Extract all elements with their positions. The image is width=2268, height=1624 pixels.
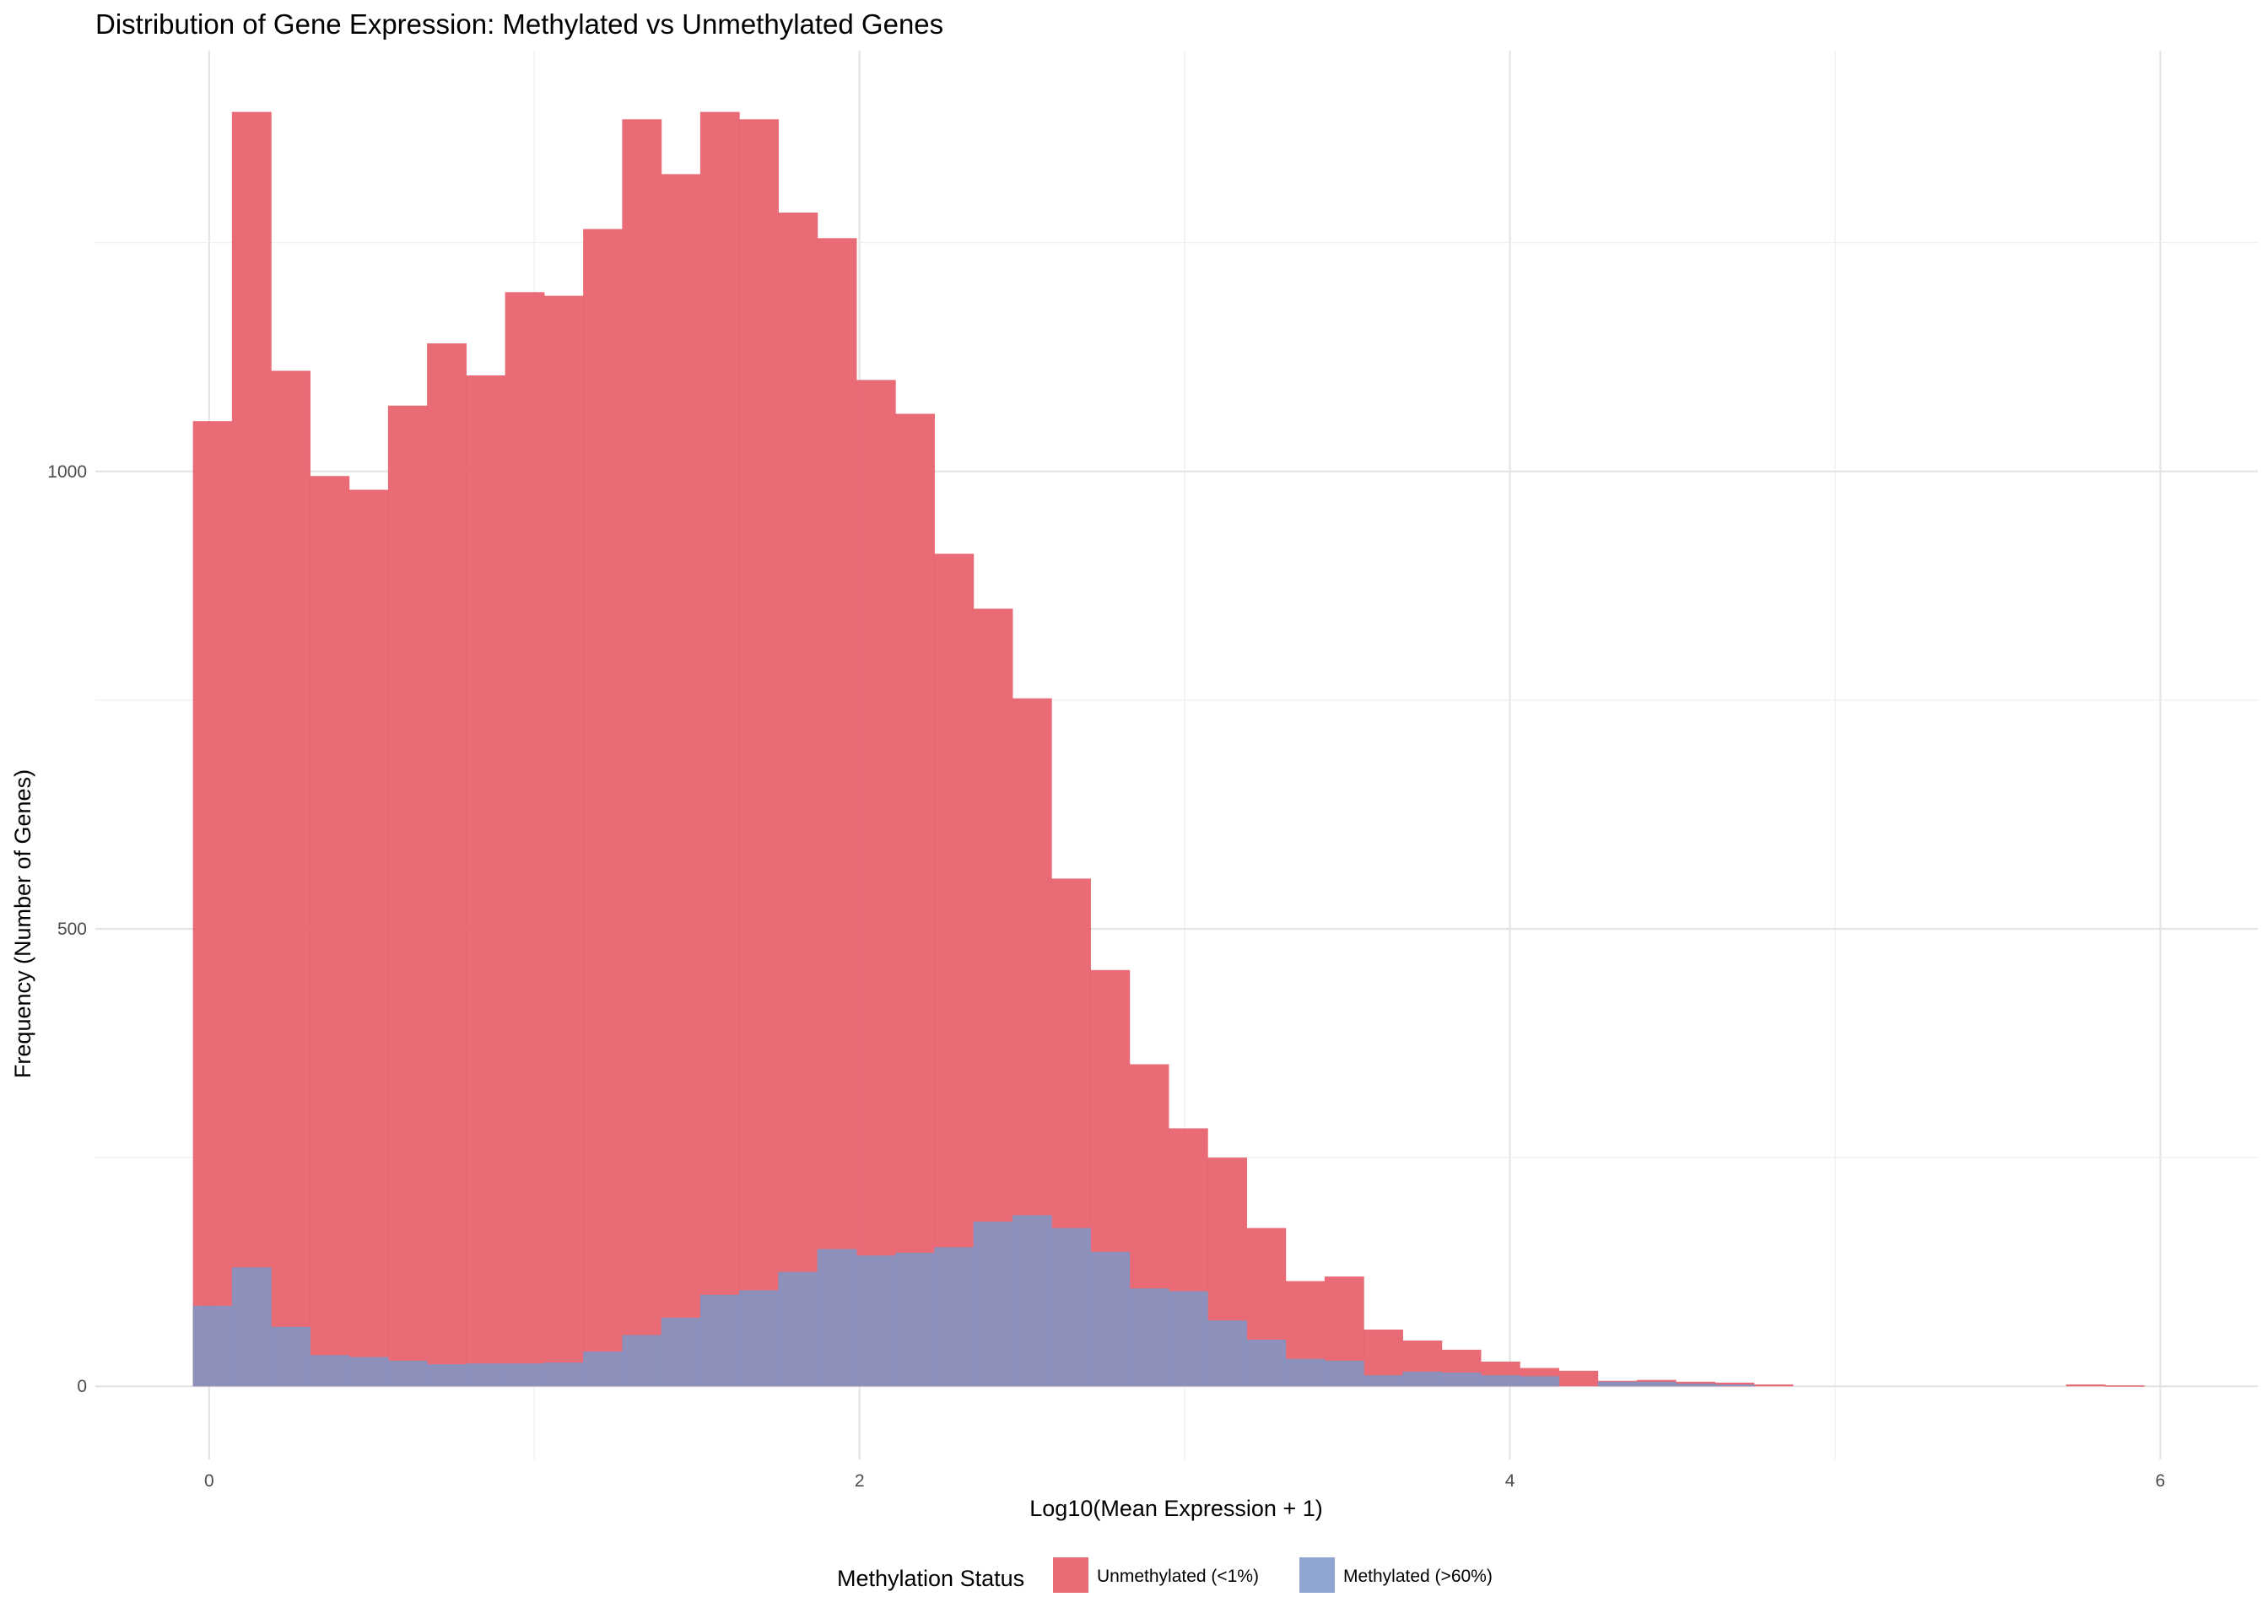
histogram-bar: [856, 1255, 896, 1387]
legend-title: Methylation Status: [837, 1566, 1024, 1591]
histogram-bar: [271, 370, 310, 1387]
histogram-bar: [817, 238, 857, 1387]
y-tick-label: 0: [77, 1377, 87, 1396]
x-tick-label: 0: [204, 1471, 214, 1491]
histogram-bar: [895, 1252, 935, 1387]
histogram-bar: [856, 380, 896, 1387]
histogram-bar: [505, 292, 545, 1387]
y-axis-title: Frequency (Number of Genes): [10, 769, 35, 1078]
histogram-bar: [739, 1290, 779, 1387]
histogram-bar: [2066, 1384, 2106, 1387]
histogram-bar: [1520, 1376, 1559, 1387]
histogram-bar: [2104, 1385, 2145, 1387]
histogram-bar: [1441, 1372, 1482, 1387]
y-tick-label: 500: [57, 920, 87, 939]
histogram-bar: [1676, 1383, 1715, 1387]
histogram-bar: [310, 1355, 350, 1387]
histogram-bar: [1558, 1370, 1599, 1387]
histogram-bar: [1753, 1384, 1794, 1387]
histogram-bar: [427, 343, 467, 1387]
histogram-bar: [231, 111, 272, 1387]
y-tick-label: 1000: [47, 462, 87, 482]
histogram-bar: [1597, 1381, 1638, 1387]
legend-label: Unmethylated (<1%): [1097, 1567, 1259, 1586]
histogram-bar: [739, 119, 779, 1387]
histogram-bar: [505, 1363, 545, 1387]
histogram-bar: [387, 1360, 428, 1387]
histogram-bar: [1246, 1339, 1287, 1387]
histogram-bar: [1168, 1291, 1208, 1387]
histogram-bar: [543, 295, 584, 1387]
histogram-bar: [1402, 1371, 1443, 1387]
histogram-bar: [973, 1222, 1013, 1387]
histogram-bar: [348, 489, 389, 1387]
histogram-bar: [192, 1305, 233, 1387]
histogram-bar: [466, 375, 506, 1387]
histogram-bar: [583, 229, 623, 1387]
histogram-bar: [1480, 1375, 1520, 1387]
histogram-bar: [661, 174, 701, 1387]
histogram-bar: [348, 1357, 389, 1387]
histogram-bar: [699, 111, 740, 1387]
histogram-bar: [934, 1247, 975, 1387]
histogram-bar: [1285, 1358, 1326, 1387]
histogram-bar: [817, 1249, 857, 1387]
histogram-bar: [778, 212, 818, 1387]
histogram-bar: [543, 1362, 584, 1387]
histogram-bar: [271, 1326, 310, 1387]
legend-key: [1053, 1557, 1088, 1593]
legend: Methylation Status Unmethylated (<1%) Met…: [837, 1557, 1493, 1593]
histogram-bar: [622, 119, 662, 1387]
histogram-bar: [310, 476, 350, 1387]
bars-layer: [192, 111, 2145, 1387]
tick-labels: 0 2 4 6 0 500 1000: [47, 462, 2165, 1491]
histogram-bar: [1324, 1360, 1364, 1387]
histogram-bar: [1012, 1215, 1052, 1387]
histogram-bar: [895, 413, 935, 1387]
series-unmethylated: [192, 111, 2145, 1387]
series-methylated: [192, 1215, 1755, 1387]
x-tick-label: 2: [855, 1471, 865, 1491]
histogram-bar: [583, 1352, 623, 1387]
histogram-bar: [427, 1364, 467, 1387]
legend-key: [1299, 1557, 1335, 1593]
histogram-bar: [1090, 1251, 1131, 1387]
histogram-bar: [1207, 1320, 1247, 1387]
histogram-bar: [1714, 1384, 1755, 1387]
histogram-bar: [661, 1317, 701, 1387]
chart-title: Distribution of Gene Expression: Methyla…: [95, 8, 943, 40]
x-tick-label: 6: [2156, 1471, 2166, 1491]
x-axis-title: Log10(Mean Expression + 1): [1029, 1496, 1322, 1521]
histogram-bar: [1636, 1381, 1677, 1387]
legend-label: Methylated (>60%): [1343, 1567, 1493, 1586]
histogram-bar: [622, 1335, 662, 1387]
histogram-bar: [387, 405, 428, 1387]
histogram-bar: [231, 1267, 272, 1387]
histogram-bar: [699, 1294, 740, 1387]
histogram-bar: [1129, 1288, 1169, 1387]
histogram-bar: [1051, 1227, 1091, 1387]
histogram-bar: [778, 1271, 818, 1387]
histogram-bar: [466, 1363, 506, 1387]
x-tick-label: 4: [1505, 1471, 1515, 1491]
histogram-bar: [1364, 1375, 1403, 1387]
histogram-bar: [192, 421, 233, 1387]
